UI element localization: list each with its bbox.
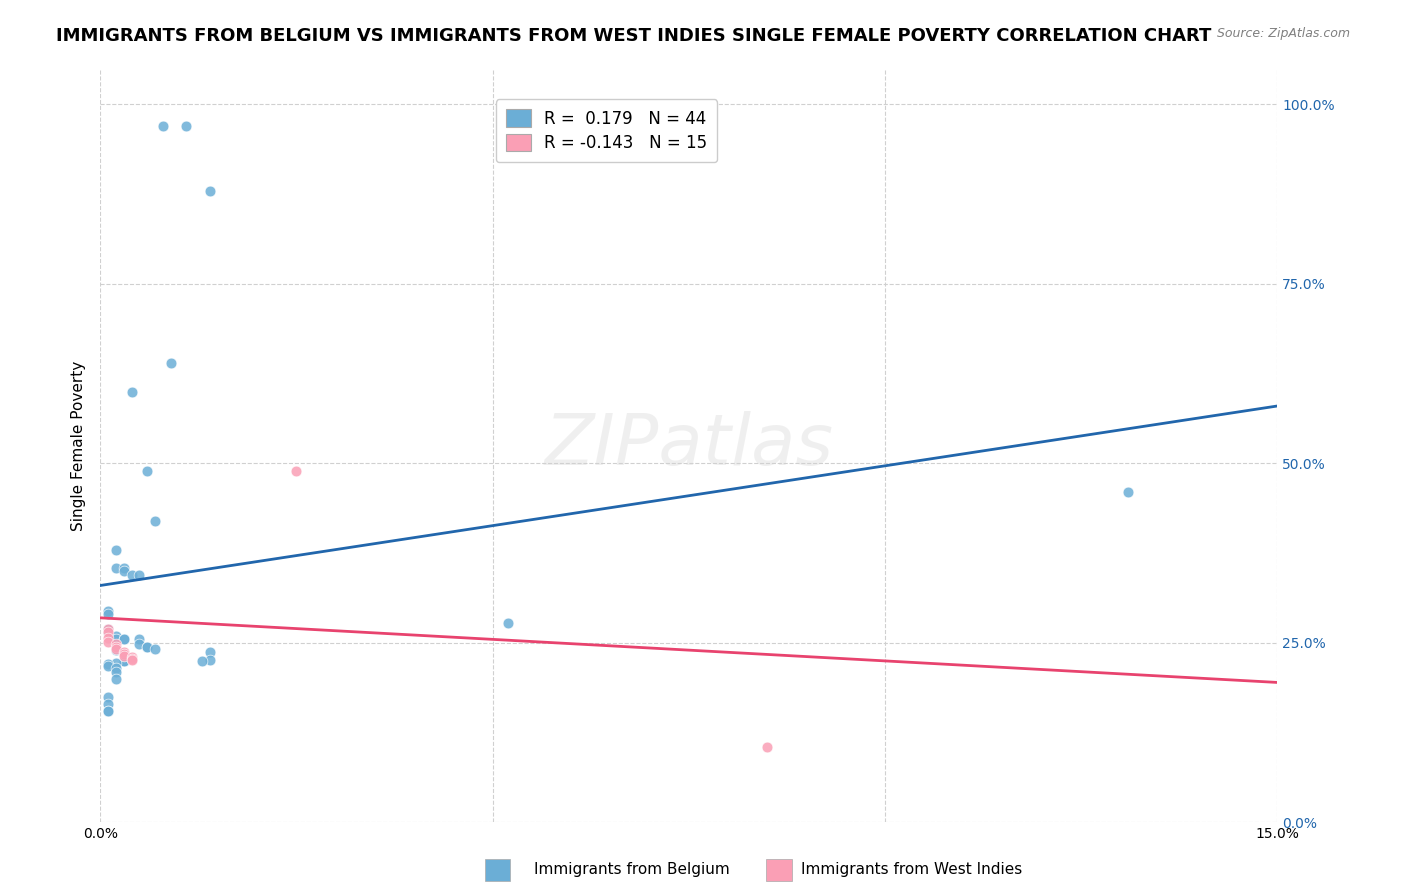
Point bbox=[136, 640, 159, 654]
Point bbox=[128, 567, 150, 582]
Point bbox=[143, 641, 166, 656]
Point bbox=[97, 704, 120, 718]
Point bbox=[104, 656, 127, 670]
Point bbox=[112, 564, 135, 578]
Text: IMMIGRANTS FROM BELGIUM VS IMMIGRANTS FROM WEST INDIES SINGLE FEMALE POVERTY COR: IMMIGRANTS FROM BELGIUM VS IMMIGRANTS FR… bbox=[56, 27, 1212, 45]
Point bbox=[97, 625, 120, 640]
Point bbox=[104, 642, 127, 657]
Point bbox=[97, 622, 120, 636]
Point bbox=[97, 690, 120, 704]
Point bbox=[97, 631, 120, 645]
Point bbox=[136, 640, 159, 654]
Point bbox=[112, 632, 135, 647]
Point bbox=[152, 119, 174, 133]
Point bbox=[285, 464, 308, 478]
Point bbox=[97, 704, 120, 718]
Point bbox=[121, 384, 143, 399]
Point bbox=[159, 356, 181, 370]
Point bbox=[121, 652, 143, 666]
Point bbox=[104, 661, 127, 675]
Point bbox=[97, 635, 120, 649]
Text: Source: ZipAtlas.com: Source: ZipAtlas.com bbox=[1216, 27, 1350, 40]
Point bbox=[128, 637, 150, 651]
Point bbox=[97, 697, 120, 711]
Y-axis label: Single Female Poverty: Single Female Poverty bbox=[72, 360, 86, 531]
Point bbox=[198, 644, 221, 658]
Point bbox=[97, 625, 120, 640]
Point bbox=[104, 629, 127, 643]
Point bbox=[112, 654, 135, 668]
Point bbox=[97, 622, 120, 636]
Point bbox=[128, 632, 150, 647]
Point bbox=[112, 648, 135, 663]
Point bbox=[97, 657, 120, 672]
Point bbox=[97, 659, 120, 673]
Text: Immigrants from Belgium: Immigrants from Belgium bbox=[534, 863, 730, 877]
Point bbox=[104, 672, 127, 686]
Point bbox=[496, 615, 519, 630]
Point bbox=[104, 640, 127, 654]
Text: ZIPatlas: ZIPatlas bbox=[544, 411, 834, 480]
Point bbox=[121, 567, 143, 582]
Point bbox=[112, 644, 135, 658]
Point bbox=[121, 649, 143, 664]
Text: Immigrants from West Indies: Immigrants from West Indies bbox=[801, 863, 1022, 877]
Point bbox=[104, 560, 127, 574]
Point bbox=[104, 643, 127, 657]
Point bbox=[121, 653, 143, 667]
Point bbox=[112, 647, 135, 661]
Point bbox=[104, 632, 127, 647]
Legend: R =  0.179   N = 44, R = -0.143   N = 15: R = 0.179 N = 44, R = -0.143 N = 15 bbox=[495, 100, 717, 162]
Point bbox=[198, 653, 221, 667]
Point bbox=[112, 560, 135, 574]
Point bbox=[104, 637, 127, 651]
Point bbox=[198, 184, 221, 198]
Point bbox=[104, 665, 127, 679]
Point bbox=[97, 607, 120, 622]
Point bbox=[136, 464, 159, 478]
Point bbox=[756, 740, 779, 755]
Point bbox=[112, 632, 135, 647]
Point bbox=[191, 654, 214, 668]
Point bbox=[104, 542, 127, 557]
Point bbox=[112, 654, 135, 668]
Point bbox=[176, 119, 198, 133]
Point bbox=[97, 604, 120, 618]
Point bbox=[143, 514, 166, 528]
Point bbox=[1116, 485, 1139, 500]
